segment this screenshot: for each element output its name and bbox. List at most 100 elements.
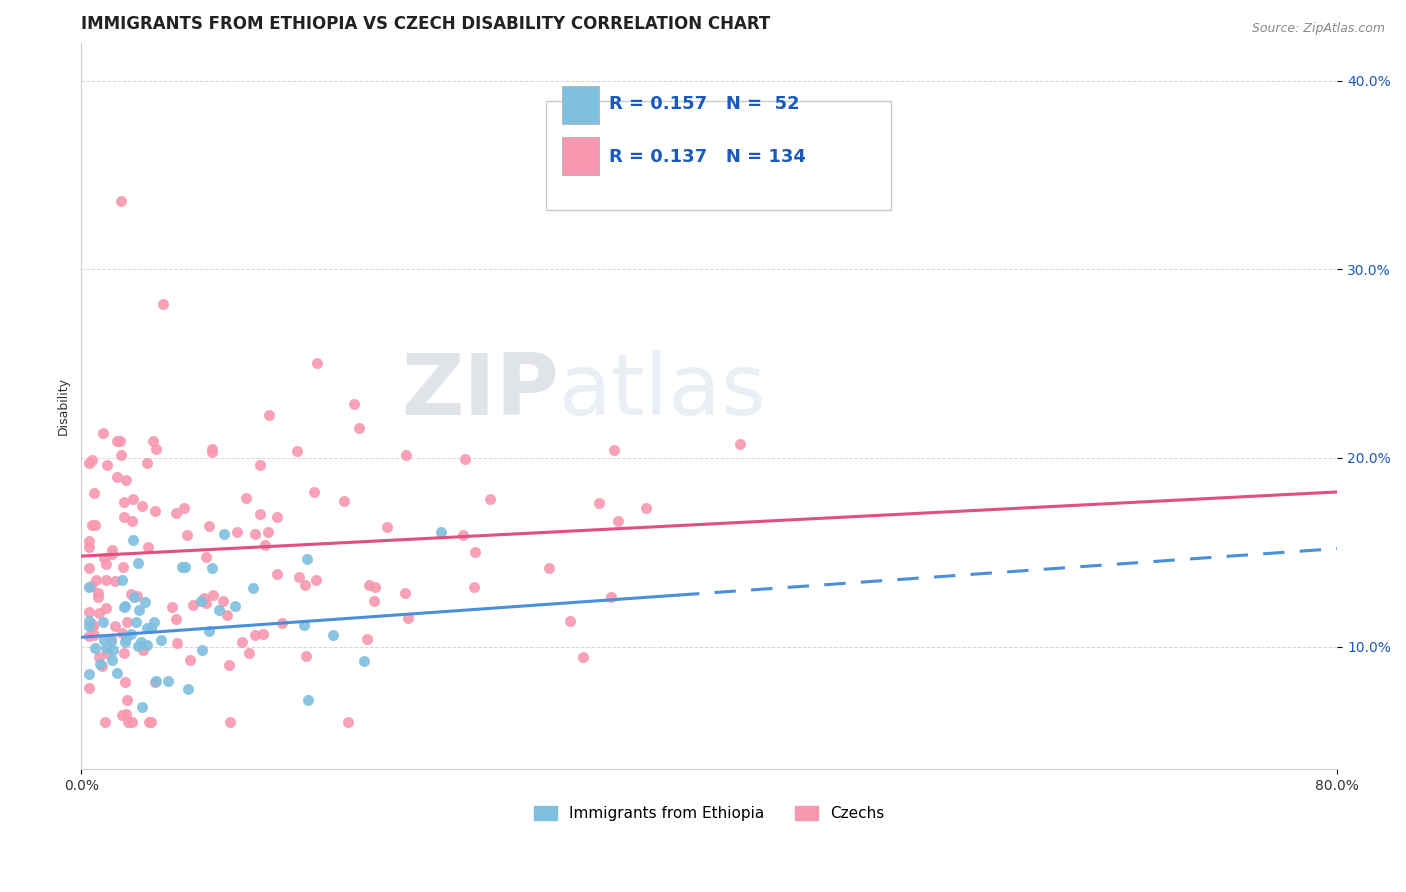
Point <box>143 615 166 630</box>
Point <box>190 593 212 607</box>
Text: IMMIGRANTS FROM ETHIOPIA VS CZECH DISABILITY CORRELATION CHART: IMMIGRANTS FROM ETHIOPIA VS CZECH DISABI… <box>82 15 770 33</box>
Point <box>111 625 134 640</box>
Point <box>86 590 108 604</box>
Point <box>93 715 115 730</box>
Point <box>143 504 166 518</box>
Point <box>150 632 173 647</box>
Point <box>287 569 309 583</box>
Point <box>127 639 149 653</box>
Point <box>219 715 242 730</box>
Point <box>115 631 138 645</box>
Point <box>115 615 138 630</box>
Point <box>131 699 153 714</box>
Point <box>257 408 280 422</box>
Point <box>142 434 165 448</box>
Point <box>100 547 122 561</box>
Point <box>77 666 100 681</box>
Point <box>131 500 153 514</box>
Point <box>297 552 319 566</box>
Point <box>333 494 356 508</box>
Point <box>728 437 751 451</box>
FancyBboxPatch shape <box>562 87 599 124</box>
Point <box>112 600 135 615</box>
Point <box>77 533 100 548</box>
Point <box>114 473 136 487</box>
Point <box>243 627 266 641</box>
Point <box>103 618 125 632</box>
Point <box>112 495 135 509</box>
Point <box>353 654 375 668</box>
Point <box>129 635 152 649</box>
Point <box>464 545 486 559</box>
Y-axis label: Disability: Disability <box>58 377 70 435</box>
Point <box>94 600 117 615</box>
Point <box>156 673 179 688</box>
Point <box>224 599 246 613</box>
Point <box>121 627 143 641</box>
Point <box>191 643 214 657</box>
Point <box>571 650 593 665</box>
Point <box>357 578 380 592</box>
Point <box>83 628 105 642</box>
Point <box>174 560 197 574</box>
Point <box>231 635 253 649</box>
Point <box>121 514 143 528</box>
Point <box>121 491 143 506</box>
Point <box>127 556 149 570</box>
Point <box>77 614 100 628</box>
Point <box>101 543 124 558</box>
FancyBboxPatch shape <box>562 137 599 175</box>
Point <box>108 434 131 448</box>
Point <box>77 681 100 696</box>
Point <box>607 514 630 528</box>
Point <box>128 603 150 617</box>
FancyBboxPatch shape <box>546 101 891 210</box>
Point <box>430 525 453 540</box>
Point <box>120 587 142 601</box>
Point <box>91 425 114 440</box>
Point <box>138 715 160 730</box>
Point <box>122 533 145 547</box>
Point <box>111 574 134 588</box>
Point <box>249 507 271 521</box>
Point <box>454 452 477 467</box>
Point <box>193 591 215 606</box>
Point <box>375 520 398 534</box>
Point <box>603 442 626 457</box>
Point <box>82 453 104 467</box>
Text: ZIP: ZIP <box>401 350 558 434</box>
Point <box>110 194 132 208</box>
Point <box>82 617 104 632</box>
Point <box>271 616 294 631</box>
Point <box>77 629 100 643</box>
Point <box>93 550 115 565</box>
Point <box>80 518 103 533</box>
Point <box>132 642 155 657</box>
Point <box>84 574 107 588</box>
Point <box>122 591 145 605</box>
Point <box>560 614 582 628</box>
Point <box>202 588 225 602</box>
Point <box>96 458 118 473</box>
Point <box>105 434 128 448</box>
Point <box>194 550 217 565</box>
Point <box>396 611 419 625</box>
Point <box>110 448 132 462</box>
Legend: Immigrants from Ethiopia, Czechs: Immigrants from Ethiopia, Czechs <box>529 800 890 827</box>
Point <box>238 646 260 660</box>
Point <box>91 615 114 629</box>
Point <box>138 540 160 554</box>
Point <box>588 496 610 510</box>
Point <box>364 580 387 594</box>
Point <box>302 485 325 500</box>
Point <box>110 708 132 723</box>
Point <box>114 706 136 721</box>
Point <box>172 559 194 574</box>
Point <box>201 442 224 457</box>
Point <box>94 640 117 655</box>
Point <box>294 577 316 591</box>
Point <box>77 541 100 555</box>
Point <box>173 501 195 516</box>
Point <box>356 632 378 646</box>
Point <box>600 591 623 605</box>
